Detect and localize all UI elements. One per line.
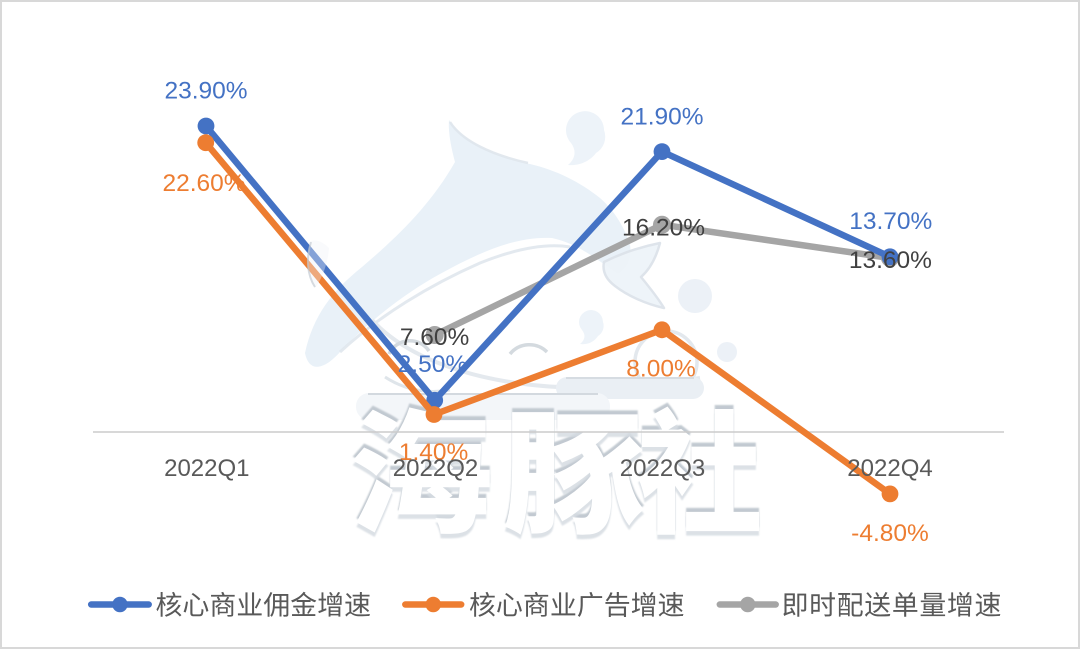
svg-text:1.40%: 1.40% <box>399 439 468 466</box>
svg-text:21.90%: 21.90% <box>620 104 703 131</box>
svg-text:2022Q1: 2022Q1 <box>164 455 249 482</box>
svg-text:23.90%: 23.90% <box>164 78 247 105</box>
svg-text:2022Q4: 2022Q4 <box>847 455 932 482</box>
svg-text:7.60%: 7.60% <box>400 324 469 351</box>
svg-text:16.20%: 16.20% <box>622 215 705 242</box>
svg-text:22.60%: 22.60% <box>162 170 245 197</box>
svg-text:2.50%: 2.50% <box>398 351 467 378</box>
svg-text:8.00%: 8.00% <box>626 356 695 383</box>
svg-text:2022Q3: 2022Q3 <box>620 455 705 482</box>
svg-text:2022Q2: 2022Q2 <box>393 455 478 482</box>
svg-text:-4.80%: -4.80% <box>851 520 929 547</box>
svg-text:13.60%: 13.60% <box>849 247 932 274</box>
svg-text:13.70%: 13.70% <box>849 208 932 235</box>
